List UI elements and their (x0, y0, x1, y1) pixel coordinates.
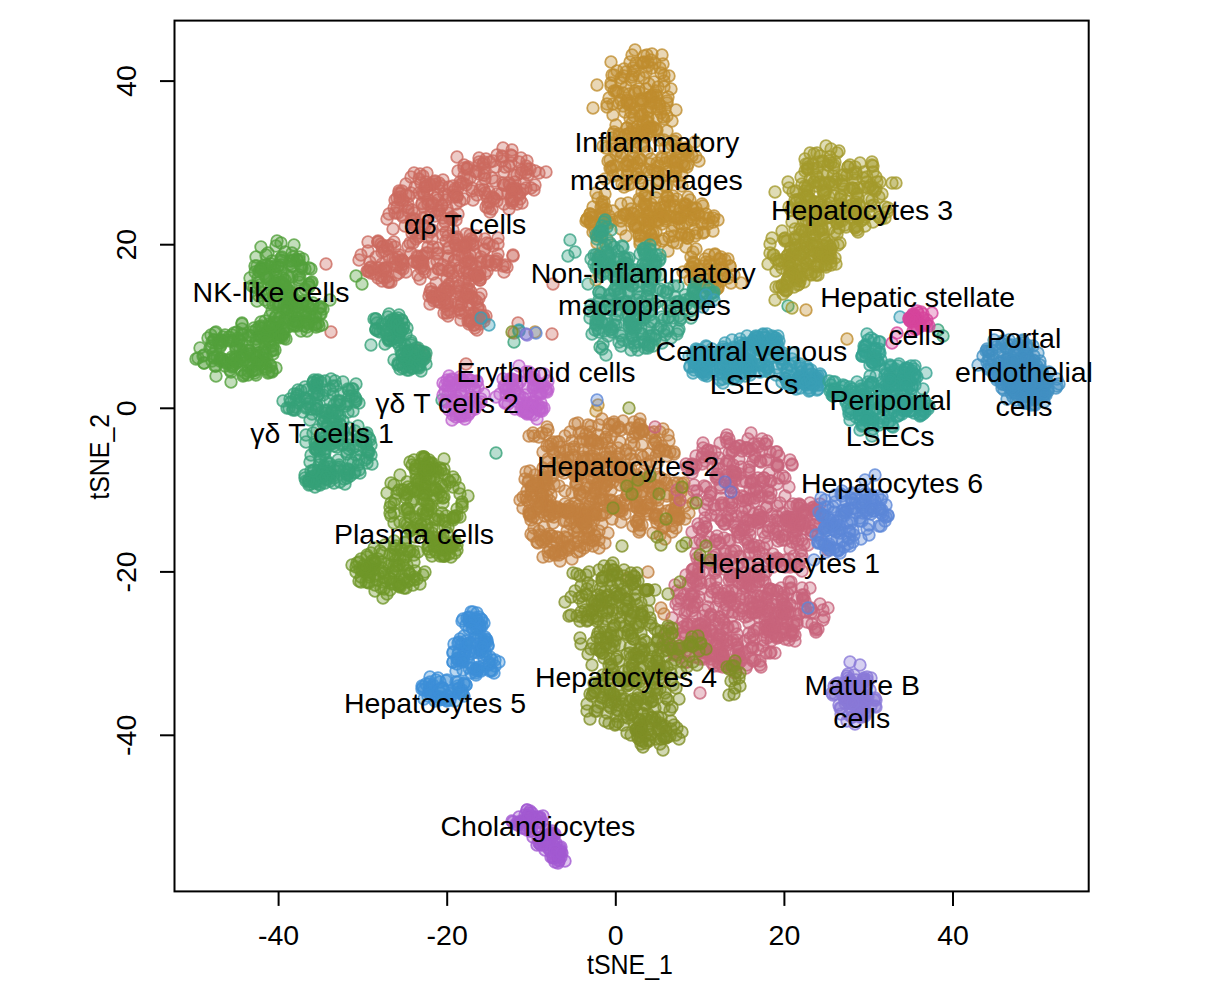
svg-text:-40: -40 (110, 715, 142, 756)
svg-text:Hepatocytes 3: Hepatocytes 3 (771, 194, 953, 226)
svg-text:cells: cells (888, 319, 945, 351)
svg-text:0: 0 (608, 919, 624, 951)
svg-text:-20: -20 (427, 919, 468, 951)
svg-text:endothelial: endothelial (955, 356, 1093, 388)
svg-text:Periportal: Periportal (830, 384, 952, 416)
svg-text:Non-inflammatory: Non-inflammatory (531, 257, 757, 289)
svg-text:Hepatocytes 6: Hepatocytes 6 (801, 467, 983, 499)
svg-text:tSNE_1: tSNE_1 (587, 948, 673, 980)
svg-text:-20: -20 (110, 551, 142, 592)
svg-text:40: 40 (937, 919, 969, 951)
svg-text:Hepatic stellate: Hepatic stellate (820, 281, 1015, 313)
svg-text:-40: -40 (258, 919, 299, 951)
svg-text:γδ T cells 1: γδ T cells 1 (250, 417, 394, 449)
svg-text:Inflammatory: Inflammatory (574, 126, 739, 158)
svg-text:γδ T cells 2: γδ T cells 2 (375, 387, 519, 419)
svg-text:αβ T cells: αβ T cells (404, 208, 527, 240)
svg-text:40: 40 (110, 65, 142, 97)
svg-text:Central venous: Central venous (656, 335, 848, 367)
svg-text:LSECs: LSECs (846, 420, 935, 452)
svg-text:macrophages: macrophages (558, 289, 731, 321)
svg-text:Hepatocytes 2: Hepatocytes 2 (537, 450, 719, 482)
svg-text:Hepatocytes 1: Hepatocytes 1 (698, 547, 880, 579)
svg-text:cells: cells (833, 702, 890, 734)
svg-text:Plasma cells: Plasma cells (334, 518, 494, 550)
svg-text:tSNE_2: tSNE_2 (83, 414, 115, 500)
svg-text:macrophages: macrophages (570, 164, 743, 196)
svg-text:Hepatocytes 5: Hepatocytes 5 (344, 687, 526, 719)
svg-text:cells: cells (995, 390, 1052, 422)
svg-text:20: 20 (110, 229, 142, 261)
svg-text:Erythroid cells: Erythroid cells (457, 356, 636, 388)
svg-text:Mature B: Mature B (804, 669, 920, 701)
svg-text:NK-like cells: NK-like cells (193, 276, 350, 308)
svg-text:Cholangiocytes: Cholangiocytes (440, 810, 635, 842)
svg-text:Portal: Portal (987, 322, 1061, 354)
svg-text:LSECs: LSECs (710, 368, 799, 400)
svg-text:20: 20 (769, 919, 801, 951)
svg-text:Hepatocytes 4: Hepatocytes 4 (535, 661, 717, 693)
